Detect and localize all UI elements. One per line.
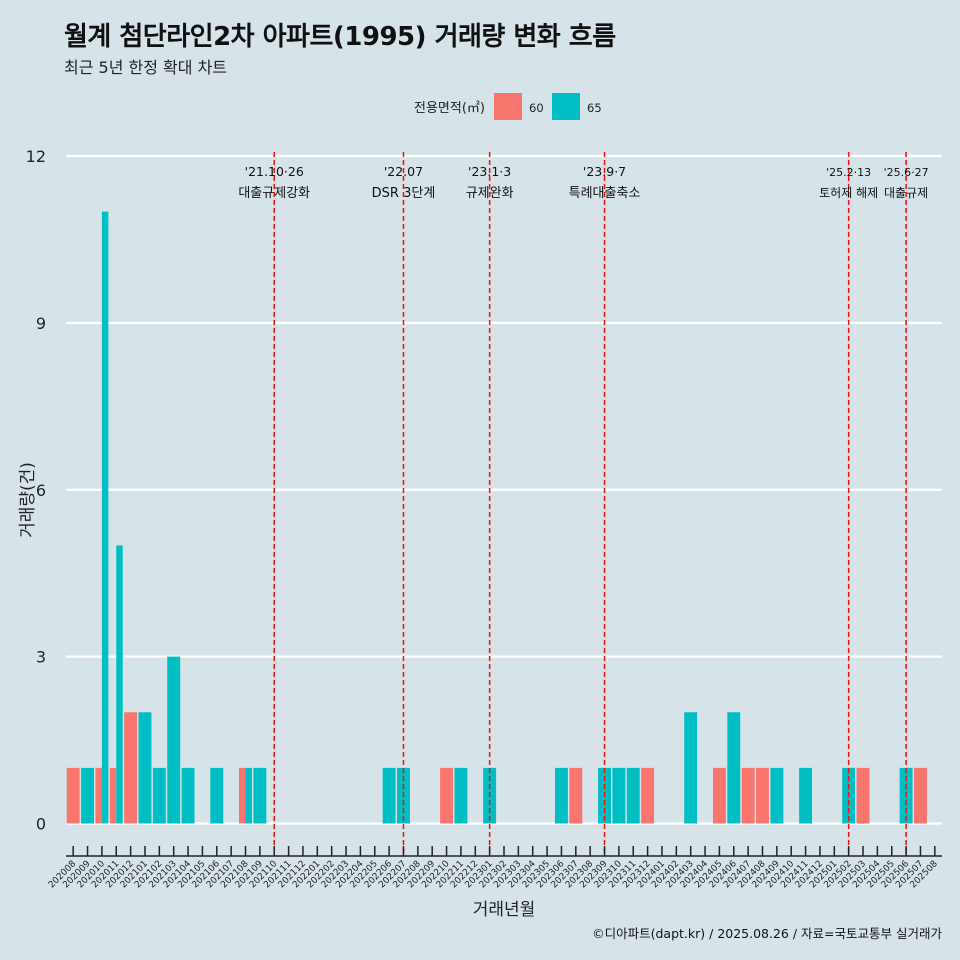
event-date-label: '23.9·7: [583, 164, 626, 179]
source-caption: ©디아파트(dapt.kr) / 2025.08.26 / 자료=국토교통부 실…: [592, 926, 942, 941]
bar-65-202409: [770, 767, 784, 824]
bar-60-202210: [440, 767, 454, 824]
event-text-label: 대출규제: [884, 186, 928, 200]
legend-title: 전용면적(㎡): [414, 101, 485, 116]
event-lines: '21.10·26 대출규제강화 '22.07 DSR 3단계 '23.1·3 규제완화 '…: [238, 152, 929, 856]
chart-subtitle: 최근 5년 한정 확대 차트: [64, 58, 228, 77]
bar-60-202010: [95, 767, 102, 824]
event-date-label: '25.6·27: [884, 166, 929, 179]
bar-65-202406: [727, 712, 741, 824]
legend-label-65: 65: [587, 101, 602, 115]
bar-60-202407: [741, 767, 755, 824]
bars: [66, 211, 927, 824]
bar-60-202312: [641, 767, 655, 824]
legend-swatch-60: [494, 93, 522, 120]
y-tick-label: 0: [36, 815, 46, 834]
event-text-label: 규제완화: [466, 186, 514, 201]
y-axis-label: 거래량(건): [18, 462, 38, 538]
event-text-label: 특례대출축소: [569, 186, 641, 201]
bar-65-202311: [626, 767, 640, 824]
bar-60-202008: [66, 767, 80, 824]
event-date-label: '21.10·26: [245, 164, 304, 179]
y-tick-label: 6: [36, 481, 46, 500]
bar-65-202009: [81, 767, 95, 824]
bar-65-202011: [116, 545, 123, 824]
x-axis-label: 거래년월: [473, 900, 536, 920]
bar-65-202101: [138, 712, 152, 824]
bar-65-202106: [210, 767, 224, 824]
grid: [66, 154, 942, 825]
event-text-label: 대출규제강화: [238, 186, 310, 201]
bar-65-202104: [181, 767, 195, 824]
bar-65-202206: [382, 767, 396, 824]
legend-label-60: 60: [529, 101, 544, 115]
y-axis: 0 3 6 9 12 거래량(건): [18, 147, 46, 834]
bar-60-202408: [756, 767, 769, 824]
y-tick-label: 3: [36, 648, 46, 667]
bar-60-202405: [712, 767, 726, 824]
legend: 전용면적(㎡) 60 65: [414, 93, 602, 120]
legend-swatch-65: [552, 93, 580, 120]
y-tick-label: 9: [36, 314, 46, 333]
chart-title: 월계 첨단라인2차 아파트(1995) 거래량 변화 흐름: [64, 22, 616, 52]
bar-65-202211: [454, 767, 468, 824]
bar-65-202010: [101, 211, 109, 824]
bar-65-202103: [167, 656, 181, 824]
bar-65-202411: [799, 767, 813, 824]
event-text-label: 토허제 해제: [819, 186, 878, 200]
event-text-label: DSR 3단계: [372, 186, 436, 201]
bar-60-202503: [856, 767, 870, 824]
bar-65-202108: [245, 767, 252, 824]
bar-65-202310: [612, 767, 626, 824]
bar-60-202012: [124, 712, 138, 824]
bar-65-202403: [684, 712, 698, 824]
bar-65-202306: [554, 767, 568, 824]
event-date-label: '23.1·3: [468, 164, 511, 179]
bar-60-202011: [109, 767, 117, 824]
x-axis: 2020082020092020102020112020122021012021…: [47, 846, 942, 920]
y-tick-label: 12: [26, 147, 46, 166]
event-date-label: '25.2·13: [826, 166, 871, 179]
event-date-label: '22.07: [384, 164, 423, 179]
bar-65-202109: [253, 767, 267, 824]
bar-60-202108: [239, 767, 246, 824]
bar-60-202307: [569, 767, 583, 824]
bar-60-202507: [913, 767, 927, 824]
bar-65-202102: [152, 767, 166, 824]
